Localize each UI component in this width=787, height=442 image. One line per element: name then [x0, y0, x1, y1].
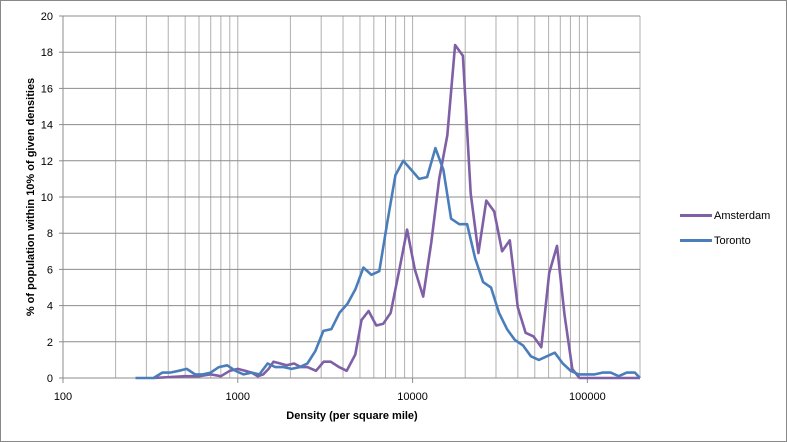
y-tick-label: 16: [41, 83, 53, 95]
chart-legend: Amsterdam Toronto: [680, 203, 770, 253]
y-axis-tick-labels: 0 2 4 6 8 10 12 14 16 18 20: [41, 11, 53, 385]
series-line-amsterdam: [153, 43, 640, 380]
legend-label-amsterdam: Amsterdam: [714, 209, 771, 222]
y-tick-label: 6: [47, 264, 53, 276]
y-tick-label: 10: [41, 192, 53, 204]
y-tick-label: 18: [41, 47, 53, 59]
legend-swatch-amsterdam: [680, 214, 712, 217]
y-tick-label: 0: [47, 373, 53, 385]
y-tick-label: 8: [47, 228, 53, 240]
x-tick-label: 100000: [569, 391, 606, 403]
y-tick-label: 20: [41, 11, 53, 23]
series-line-toronto: [135, 146, 641, 380]
x-tick-label: 10000: [397, 391, 428, 403]
y-axis-title: % of population within 10% of given dens…: [25, 78, 37, 316]
gridlines: [63, 15, 641, 379]
legend-swatch-toronto: [680, 239, 712, 242]
x-axis-tick-labels: 100 1000 10000 100000: [54, 391, 606, 403]
x-tick-label: 100: [54, 391, 72, 403]
x-axis-title: Density (per square mile): [286, 410, 418, 422]
y-tick-label: 12: [41, 156, 53, 168]
y-tick-label: 4: [47, 301, 53, 313]
y-tick-label: 2: [47, 337, 53, 349]
x-tick-label: 1000: [226, 391, 250, 403]
legend-item-amsterdam: Amsterdam: [680, 203, 770, 228]
y-tick-label: 14: [41, 120, 53, 132]
legend-item-toronto: Toronto: [680, 228, 770, 253]
legend-label-toronto: Toronto: [714, 234, 751, 247]
series-lines: [135, 43, 641, 380]
